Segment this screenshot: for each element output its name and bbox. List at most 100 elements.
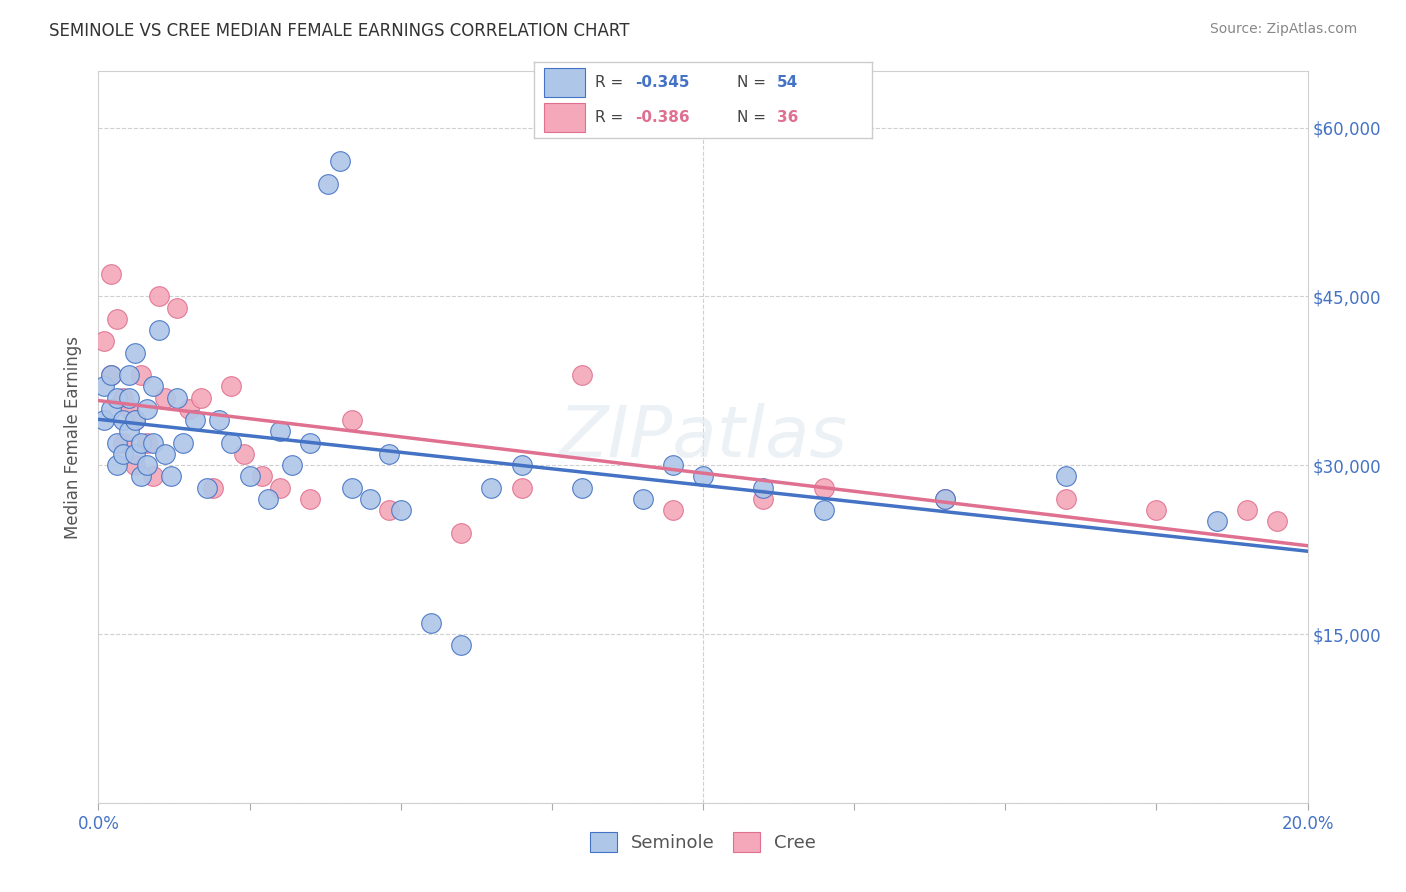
Point xyxy=(166,301,188,315)
Point xyxy=(202,481,225,495)
Point xyxy=(269,481,291,495)
Point xyxy=(172,435,194,450)
Point xyxy=(377,503,399,517)
Point xyxy=(250,469,273,483)
Point xyxy=(111,413,134,427)
Point xyxy=(153,447,176,461)
Point xyxy=(124,458,146,473)
Point xyxy=(105,391,128,405)
Point xyxy=(1236,503,1258,517)
Y-axis label: Median Female Earnings: Median Female Earnings xyxy=(65,335,83,539)
Point xyxy=(934,491,956,506)
Point xyxy=(661,458,683,473)
Point xyxy=(142,379,165,393)
Text: 36: 36 xyxy=(778,111,799,125)
Text: -0.345: -0.345 xyxy=(636,75,690,90)
Point xyxy=(571,481,593,495)
Point xyxy=(148,323,170,337)
Point xyxy=(752,491,775,506)
Point xyxy=(135,435,157,450)
Point xyxy=(124,447,146,461)
Point xyxy=(184,413,207,427)
Point xyxy=(166,391,188,405)
Point xyxy=(1267,515,1289,529)
Point xyxy=(153,391,176,405)
Point xyxy=(752,481,775,495)
Point xyxy=(281,458,304,473)
Point xyxy=(813,481,835,495)
Point xyxy=(100,267,122,281)
Point xyxy=(239,469,262,483)
Point xyxy=(100,368,122,383)
Point xyxy=(111,435,134,450)
Point xyxy=(661,503,683,517)
Point xyxy=(93,334,115,349)
Point xyxy=(389,503,412,517)
Point xyxy=(105,435,128,450)
Point xyxy=(232,447,254,461)
Point xyxy=(269,425,291,439)
Text: -0.386: -0.386 xyxy=(636,111,690,125)
Point xyxy=(342,481,364,495)
Point xyxy=(129,469,152,483)
Point xyxy=(450,638,472,652)
Bar xyxy=(544,68,585,96)
Text: 54: 54 xyxy=(778,75,799,90)
Point xyxy=(160,469,183,483)
Point xyxy=(118,425,141,439)
Point xyxy=(190,391,212,405)
Text: R =: R = xyxy=(595,111,628,125)
Point xyxy=(118,391,141,405)
Point xyxy=(100,368,122,383)
Point xyxy=(813,503,835,517)
Point xyxy=(1054,491,1077,506)
Point xyxy=(142,435,165,450)
Point xyxy=(420,615,443,630)
Point xyxy=(129,435,152,450)
Point xyxy=(179,401,201,416)
Point xyxy=(135,458,157,473)
Point xyxy=(118,368,141,383)
Point xyxy=(129,368,152,383)
Point xyxy=(1144,503,1167,517)
Point xyxy=(105,458,128,473)
Point xyxy=(93,413,115,427)
Point xyxy=(299,435,322,450)
Point xyxy=(316,177,339,191)
Point xyxy=(111,391,134,405)
Point xyxy=(148,289,170,303)
Point xyxy=(329,154,352,169)
Point xyxy=(100,401,122,416)
Point xyxy=(377,447,399,461)
Point xyxy=(299,491,322,506)
Point xyxy=(105,312,128,326)
Text: R =: R = xyxy=(595,75,628,90)
Point xyxy=(111,447,134,461)
Text: Source: ZipAtlas.com: Source: ZipAtlas.com xyxy=(1209,22,1357,37)
Point xyxy=(450,525,472,540)
Point xyxy=(195,481,218,495)
Text: ZIPatlas: ZIPatlas xyxy=(558,402,848,472)
Point xyxy=(481,481,503,495)
Point xyxy=(221,379,243,393)
Point xyxy=(93,379,115,393)
Point xyxy=(256,491,278,506)
Point xyxy=(142,469,165,483)
Point xyxy=(692,469,714,483)
Point xyxy=(571,368,593,383)
Text: N =: N = xyxy=(737,75,770,90)
Point xyxy=(510,458,533,473)
Point xyxy=(510,481,533,495)
Point xyxy=(135,401,157,416)
Point xyxy=(118,401,141,416)
Point xyxy=(124,345,146,359)
Text: SEMINOLE VS CREE MEDIAN FEMALE EARNINGS CORRELATION CHART: SEMINOLE VS CREE MEDIAN FEMALE EARNINGS … xyxy=(49,22,630,40)
Point xyxy=(1054,469,1077,483)
Point xyxy=(124,413,146,427)
Point xyxy=(631,491,654,506)
Bar xyxy=(544,103,585,132)
Text: N =: N = xyxy=(737,111,770,125)
Point xyxy=(934,491,956,506)
Point xyxy=(208,413,231,427)
Point xyxy=(124,413,146,427)
